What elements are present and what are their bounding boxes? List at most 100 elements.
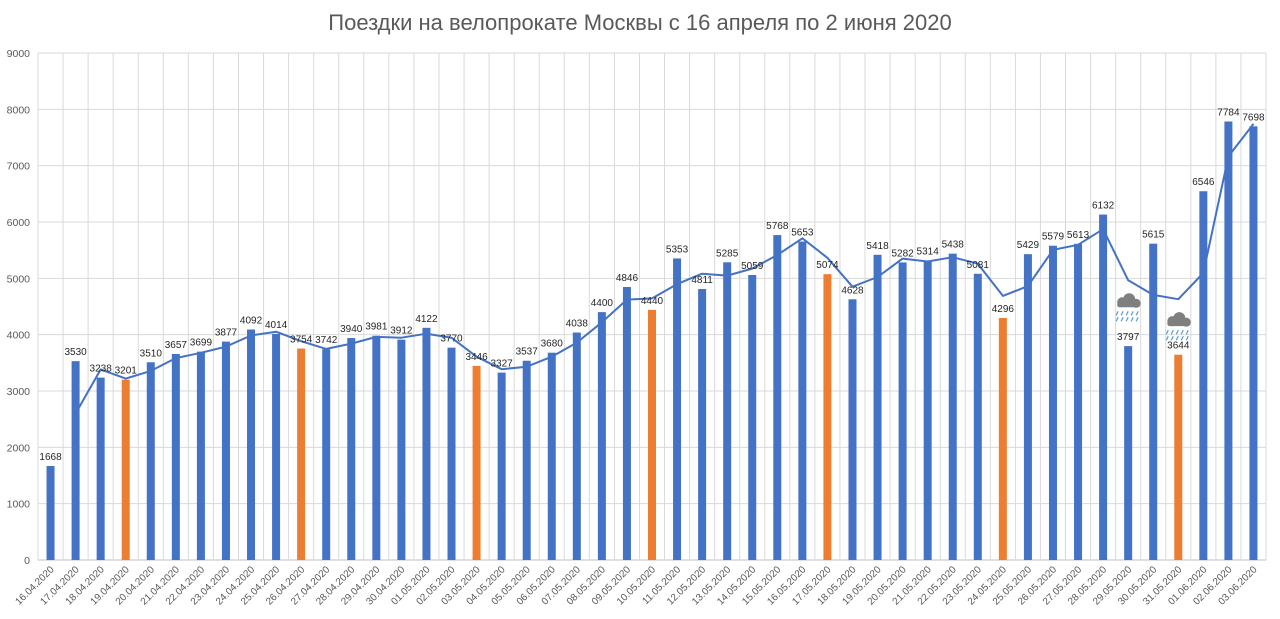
y-axis: 0 1000 2000 3000 4000 5000 6000 7000 8000 9000 [7,48,31,567]
y-tick-label: 5000 [7,273,31,285]
y-tick-label: 2000 [7,442,31,454]
data-label: 3912 [390,326,413,337]
data-label: 5768 [766,221,789,232]
bar-20.05.2020 [898,262,907,560]
y-tick-label: 7000 [7,161,31,173]
bar-01.05.2020 [422,327,431,560]
data-label: 1668 [39,452,62,463]
rain-drop [1170,335,1174,341]
rain-drop [1170,329,1174,335]
bar-17.04.2020 [71,361,80,560]
data-label: 3877 [215,328,238,339]
data-label: 6132 [1092,201,1115,212]
bar-14.05.2020 [748,275,757,560]
bar-27.04.2020 [322,349,331,560]
data-label: 3699 [190,338,213,349]
bar-30.04.2020 [397,339,406,560]
rain-drop [1165,329,1169,335]
bar-22.05.2020 [948,253,957,560]
data-label: 3754 [290,335,313,346]
bar-19.04.2020 [121,379,130,560]
bar-13.05.2020 [723,262,732,560]
rain-drop [1175,329,1179,335]
rain-cloud-icon [1165,312,1191,341]
bar-26.05.2020 [1048,245,1057,560]
data-label: 3981 [365,322,388,333]
bar-30.05.2020 [1149,243,1158,560]
bar-24.04.2020 [247,329,256,560]
bar-21.04.2020 [171,353,180,560]
data-label: 5081 [967,260,990,271]
data-label: 4440 [641,296,664,307]
bar-11.05.2020 [673,258,682,560]
data-label: 4296 [992,304,1015,315]
data-label: 3770 [440,334,463,345]
rain-drop [1115,311,1119,316]
bar-12.05.2020 [698,288,707,560]
rain-drop [1185,335,1189,341]
bar-03.06.2020 [1249,126,1258,560]
rain-drop [1130,317,1134,322]
data-label: 3680 [541,339,564,350]
data-label: 5429 [1017,240,1040,251]
rain-drop [1120,317,1124,322]
bar-27.05.2020 [1074,243,1083,560]
rain-drop [1120,311,1124,316]
cloud-base [1167,321,1191,327]
bar-31.05.2020 [1174,354,1183,560]
data-label: 3537 [516,347,539,358]
bar-24.05.2020 [998,317,1007,560]
data-label: 7784 [1217,108,1240,119]
bar-01.06.2020 [1199,191,1208,560]
data-label: 5615 [1142,230,1165,241]
data-label: 5285 [716,248,739,259]
rain-drop [1125,317,1129,322]
y-tick-label: 4000 [7,330,31,342]
rain-drop [1135,311,1139,316]
y-tick-label: 1000 [7,499,31,511]
cloud-base [1117,302,1141,308]
data-label: 3797 [1117,332,1140,343]
data-label: 3644 [1167,341,1190,352]
data-label: 5074 [816,260,839,271]
data-label: 4628 [841,285,864,296]
bar-02.06.2020 [1224,121,1233,560]
bar-03.05.2020 [472,365,481,560]
x-axis: 16.04.202017.04.202018.04.202019.04.2020… [13,564,1259,607]
rain-drop [1115,317,1119,322]
bar-23.05.2020 [973,273,982,560]
data-label: 3201 [115,366,138,377]
rain-drop [1135,317,1139,322]
data-label: 5314 [917,247,940,258]
data-label: 3530 [64,347,87,358]
bar-20.04.2020 [146,362,155,560]
weather-icons-layer [1115,293,1191,341]
data-label: 4038 [566,319,589,330]
data-label: 4400 [591,298,614,309]
data-label: 6546 [1192,177,1215,188]
bar-08.05.2020 [597,312,606,560]
rain-drop [1165,335,1169,341]
data-label: 5418 [866,241,889,252]
bar-26.04.2020 [297,348,306,560]
data-label: 3940 [340,324,363,335]
data-label: 4122 [415,314,438,325]
trend-line-layer [74,123,1255,414]
data-label: 4092 [240,315,263,326]
data-label: 4014 [265,320,288,331]
bar-25.04.2020 [272,333,281,560]
bar-29.04.2020 [372,335,381,560]
y-tick-label: 0 [24,555,30,567]
bar-16.05.2020 [798,241,807,560]
bar-04.05.2020 [497,372,506,560]
bar-18.04.2020 [96,377,105,560]
data-label: 5282 [891,248,914,259]
data-label: 3510 [140,348,163,359]
bar-17.05.2020 [823,274,832,560]
data-label: 5438 [942,240,965,251]
bar-05.05.2020 [522,360,531,560]
data-label: 5613 [1067,230,1090,241]
